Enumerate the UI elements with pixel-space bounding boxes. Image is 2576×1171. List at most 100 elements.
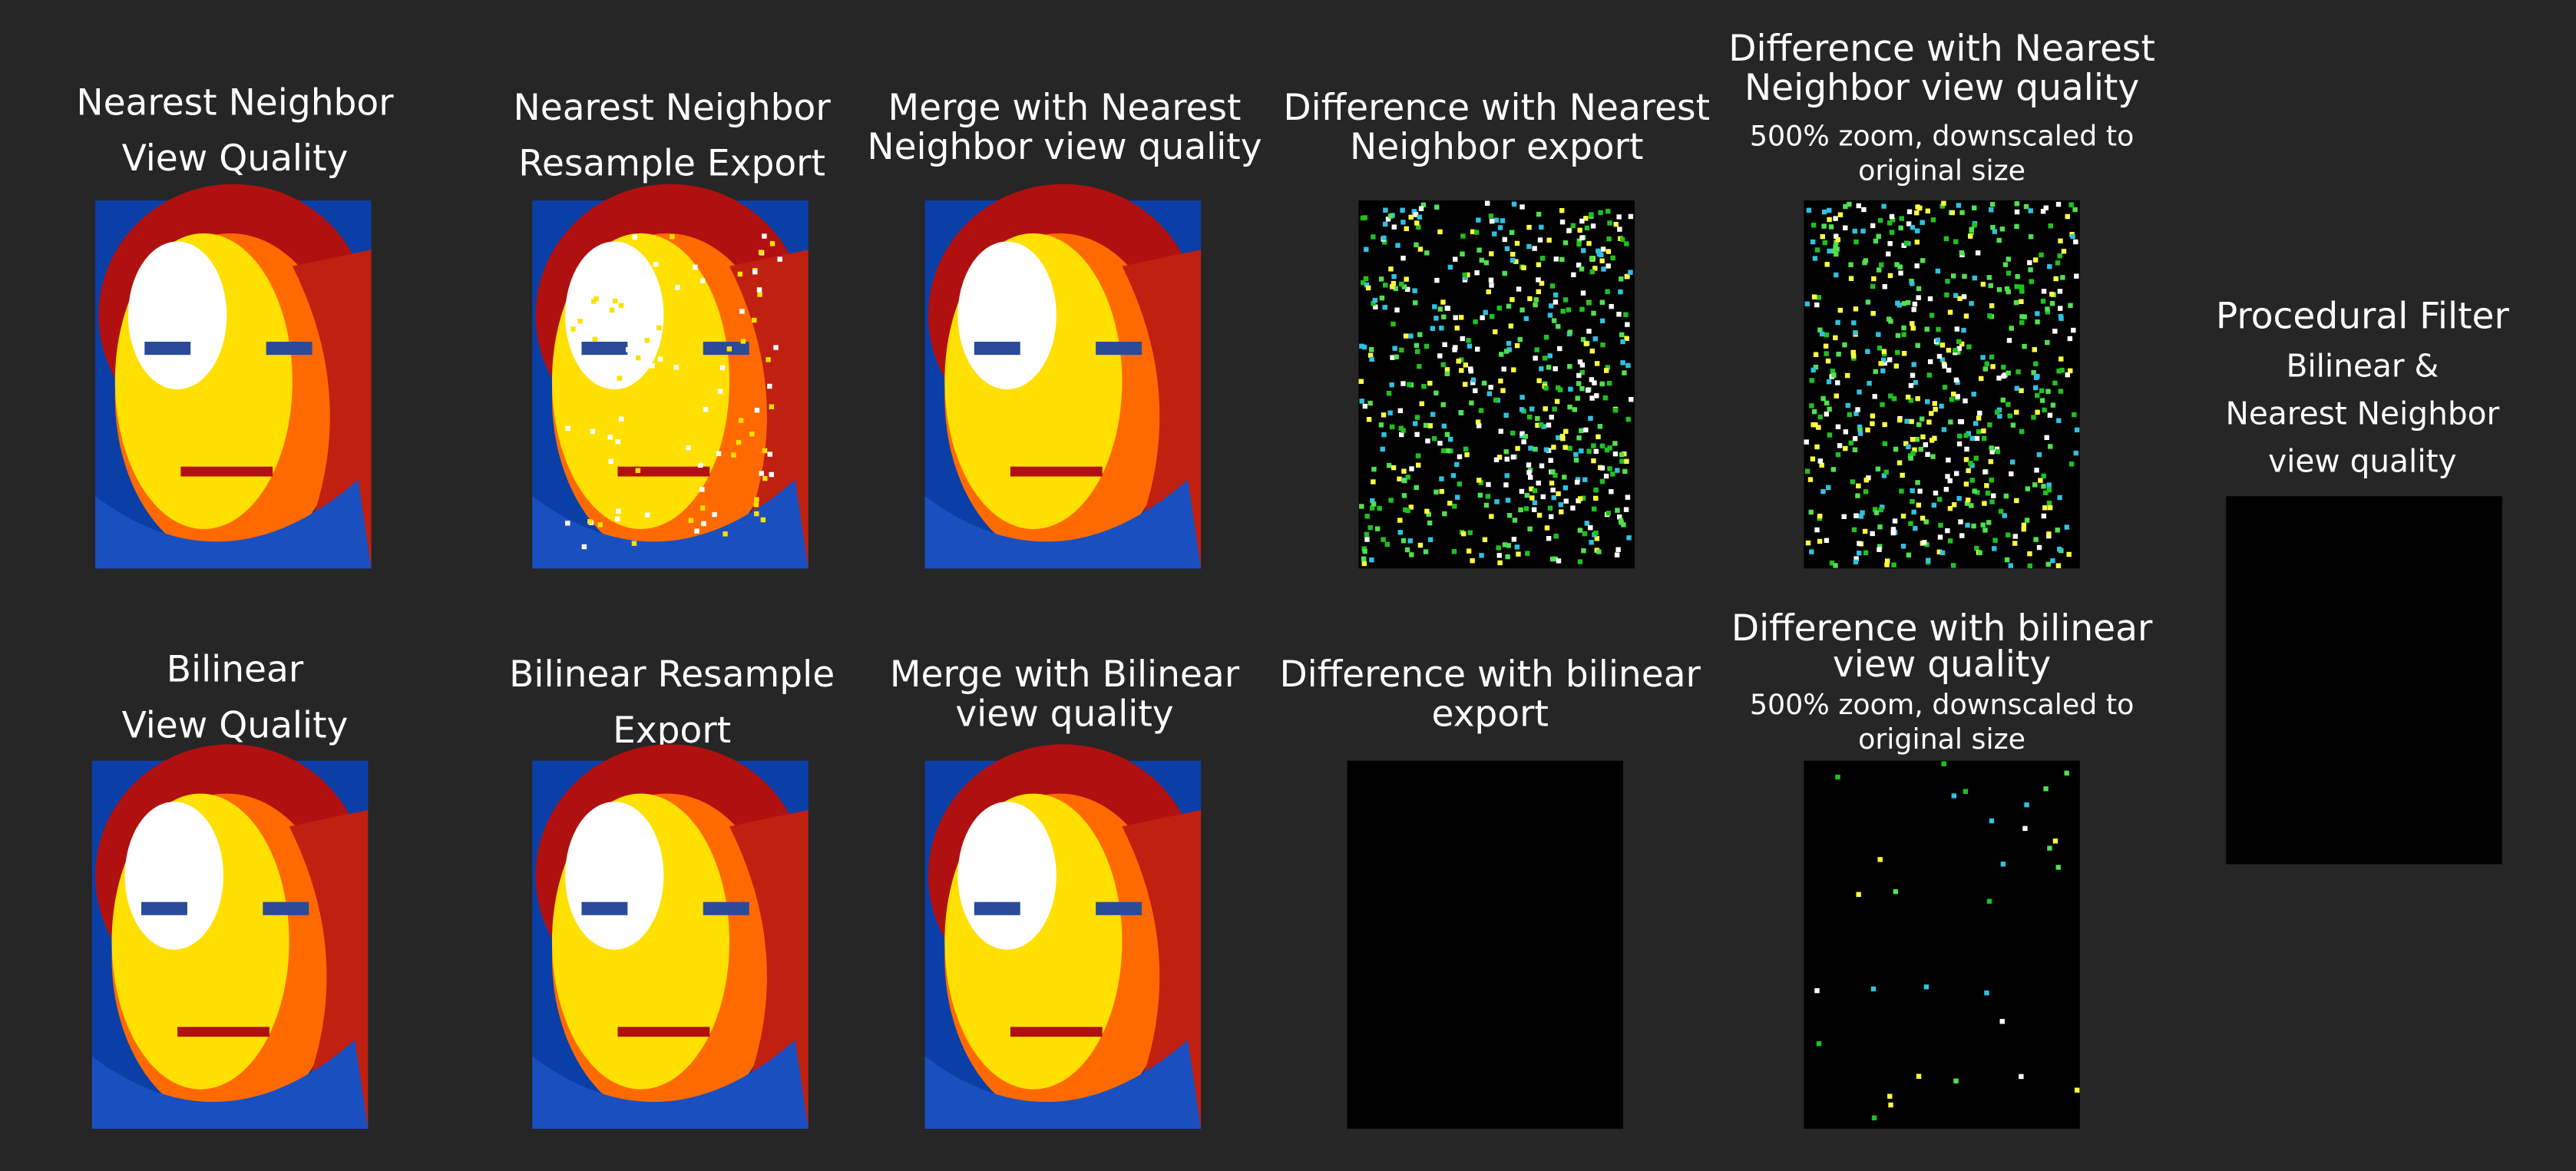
noise xyxy=(738,418,744,423)
noise xyxy=(660,285,666,290)
diff-pixel xyxy=(1853,239,1859,245)
diff-pixel xyxy=(1986,520,1992,525)
diff-pixel xyxy=(1506,513,1513,518)
diff-pixel xyxy=(1982,501,1987,506)
diff-pixel xyxy=(1609,303,1614,309)
diff-pixel xyxy=(1556,385,1561,391)
panel-note: Bilinear & xyxy=(2286,347,2439,384)
diff-pixel xyxy=(1988,207,1994,213)
diff-pixel xyxy=(1427,537,1433,543)
diff-pixel xyxy=(1964,446,1969,452)
diff-pixel xyxy=(1903,441,1909,446)
noise xyxy=(701,521,706,527)
noise xyxy=(737,271,743,277)
diff-pixel xyxy=(1903,240,1910,246)
diff-pixel xyxy=(2014,385,2020,391)
noise xyxy=(638,508,643,514)
diff-pixel xyxy=(1870,283,1876,289)
diff-pixel xyxy=(1469,400,1474,405)
diff-pixel xyxy=(1916,422,1922,428)
diff-pixel xyxy=(1612,408,1619,413)
diff-pixel xyxy=(1552,406,1557,412)
diff-pixel xyxy=(2047,412,2053,418)
diff-pixel xyxy=(2027,260,2032,266)
diff-pixel xyxy=(1599,478,1605,485)
diff-pixel xyxy=(1458,357,1464,362)
diff-pixel xyxy=(1579,369,1586,375)
diff-pixel xyxy=(1625,416,1631,422)
neck xyxy=(532,1040,809,1129)
diff-pixel xyxy=(1900,472,1905,478)
diff-pixel xyxy=(1814,247,1820,253)
noise xyxy=(716,451,722,457)
diff-pixel xyxy=(1391,224,1397,230)
diff-pixel xyxy=(2029,279,2034,284)
diff-pixel xyxy=(1834,251,1839,257)
diff-pixel xyxy=(1911,306,1916,313)
diff-pixel xyxy=(1619,332,1625,338)
diff-pixel xyxy=(1368,347,1374,352)
diff-pixel xyxy=(1833,335,1838,341)
noise xyxy=(618,303,624,308)
diff-pixel xyxy=(1890,530,1896,536)
diff-pixel xyxy=(1397,530,1403,535)
diff-pixel xyxy=(1488,385,1493,390)
diff-pixel xyxy=(1945,279,1950,284)
diff-pixel xyxy=(1877,217,1883,223)
diff-pixel xyxy=(1593,448,1599,455)
diff-pixel xyxy=(1378,276,1384,282)
diff-pixel xyxy=(1927,359,1933,365)
diff-pixel xyxy=(1833,563,1838,568)
diff-pixel xyxy=(1988,283,1993,289)
diff-pixel xyxy=(2001,364,2006,370)
diff-pixel xyxy=(1882,441,1888,447)
diff-pixel xyxy=(1439,488,1444,495)
diff-pixel xyxy=(1583,216,1589,221)
diff-pixel xyxy=(1992,546,1997,551)
noise xyxy=(731,452,736,458)
diff-pixel xyxy=(1810,223,1817,228)
diff-pixel xyxy=(1944,292,1949,298)
diff-pixel xyxy=(1589,377,1595,382)
noise xyxy=(759,471,764,476)
diff-pixel xyxy=(2028,208,2034,213)
panel-title: Merge with Nearest xyxy=(888,87,1242,129)
noise xyxy=(601,257,607,263)
diff-pixel xyxy=(1599,318,1605,324)
diff-pixel xyxy=(1833,216,1838,221)
diff-pixel xyxy=(1381,412,1387,418)
diff-pixel xyxy=(1444,432,1450,437)
diff-pixel xyxy=(1873,369,1878,375)
noise xyxy=(655,443,661,449)
diff-pixel xyxy=(1593,530,1599,536)
diff-pixel xyxy=(1865,349,1870,354)
diff-pixel xyxy=(1910,372,1916,379)
panel-title: Bilinear Resample xyxy=(509,653,835,696)
diff-pixel xyxy=(1364,537,1370,542)
diff-pixel xyxy=(1956,346,1962,352)
diff-pixel xyxy=(1810,456,1816,461)
diff-pixel xyxy=(1413,212,1419,217)
diff-pixel xyxy=(1400,255,1406,261)
diff-pixel xyxy=(1597,424,1603,429)
diff-pixel xyxy=(1476,217,1481,223)
diff-pixel xyxy=(1935,268,1941,274)
diff-pixel xyxy=(1506,543,1511,548)
panel-title: Bilinear xyxy=(167,649,304,691)
diff-pixel xyxy=(1912,447,1917,453)
diff-pixel xyxy=(1976,415,1982,421)
diff-pixel xyxy=(1916,502,1922,508)
diff-pixel xyxy=(1946,457,1951,463)
diff-pixel xyxy=(1579,218,1585,224)
diff-pixel xyxy=(1841,514,1847,519)
diff-pixel xyxy=(1521,265,1526,270)
noise xyxy=(597,522,603,528)
diff-pixel xyxy=(1969,227,1974,232)
diff-pixel xyxy=(1817,327,1823,332)
diff-pixel xyxy=(1421,383,1427,389)
noise xyxy=(616,508,621,514)
diff-pixel xyxy=(1381,235,1387,241)
noise xyxy=(752,317,757,323)
diff-pixel xyxy=(2055,260,2061,266)
